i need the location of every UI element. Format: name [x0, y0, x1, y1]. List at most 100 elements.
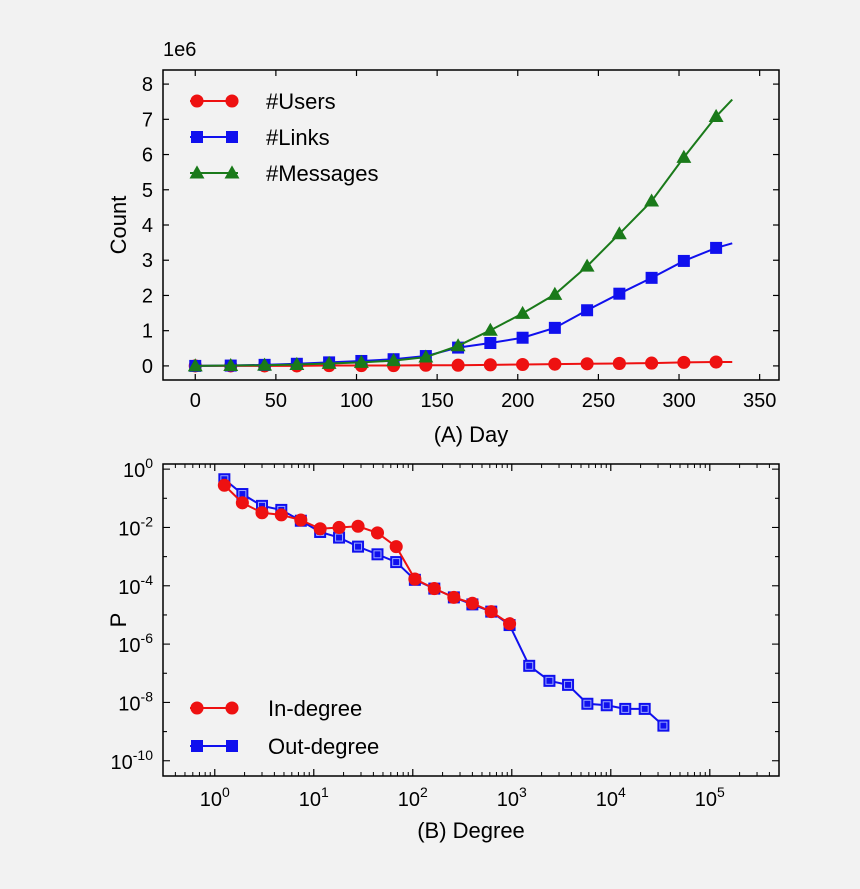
series-outdegree-point — [657, 719, 670, 732]
series-indegree-point — [313, 522, 327, 536]
series-outdegree-point — [619, 702, 632, 715]
series-messages-point — [644, 193, 660, 207]
series-links-point-body — [548, 321, 561, 334]
series-messages-point — [321, 355, 337, 369]
series-users-point — [483, 358, 497, 372]
series-messages-point — [515, 305, 531, 319]
series-outdegree-point-inner — [640, 704, 649, 713]
legend-indegree-marker-right — [225, 701, 239, 715]
chart-a-xtick-label: 300 — [662, 390, 695, 412]
series-indegree-point — [351, 519, 365, 533]
series-outdegree-point-inner — [525, 661, 534, 670]
series-messages-line — [195, 98, 733, 367]
chart-a-ytick-label: 8 — [142, 74, 153, 96]
series-outdegree-point-inner — [564, 680, 573, 689]
legend-indegree-marker-left — [190, 701, 204, 715]
series-links-point — [516, 331, 529, 344]
series-outdegree-point — [523, 659, 536, 672]
series-users-point — [516, 357, 530, 372]
series-outdegree-point — [390, 556, 403, 569]
series-indegree-point — [389, 540, 403, 554]
chart-b-xtick-label: 102 — [398, 784, 428, 811]
chart-b: 100 101 102 103 104 105 10-10 10-8 10-6 10-4 10-2 1… — [106, 455, 780, 843]
legend-outdegree-marker-right — [226, 740, 238, 752]
series-links-point-body — [677, 254, 690, 267]
series-outdegree-point — [638, 702, 651, 715]
chart-b-ytick-label: 10-10 — [111, 747, 154, 774]
series-messages-point — [353, 354, 369, 368]
series-messages-point — [187, 358, 203, 372]
chart-b-ytick-label: 100 — [123, 455, 153, 482]
chart-b-xlabel: (B) Degree — [417, 818, 525, 843]
series-messages-point — [450, 338, 466, 352]
chart-b-legend: In-degree Out-degree — [190, 696, 379, 759]
series-messages-point — [223, 357, 239, 372]
chart-a-ytick-label: 3 — [142, 250, 153, 272]
series-links-point-body — [581, 304, 594, 317]
series-indegree-point — [408, 572, 422, 586]
chart-a-ytick-label: 2 — [142, 285, 153, 307]
chart-b-ylabel: P — [106, 613, 131, 628]
series-outdegree-point-inner — [659, 721, 668, 730]
series-indegree-point — [274, 508, 288, 522]
chart-b-xtick-label: 100 — [200, 784, 230, 811]
legend-users-marker-right — [225, 94, 239, 108]
series-users-point — [612, 356, 626, 370]
series-outdegree-point — [371, 548, 384, 561]
chart-a-xtick-label: 100 — [340, 390, 373, 412]
series-messages-point — [708, 108, 724, 122]
series-outdegree-point-body — [543, 674, 556, 687]
series-outdegree-point-inner — [545, 676, 554, 685]
series-links-point — [677, 254, 690, 267]
chart-a-ytick-label: 7 — [142, 109, 153, 131]
chart-a-ytick-label: 0 — [142, 356, 153, 378]
legend-messages-marker-left — [189, 165, 205, 179]
chart-a-ylabel: Count — [106, 196, 131, 255]
series-links-point — [581, 304, 594, 317]
series-outdegree-point-inner — [621, 704, 630, 713]
chart-b-ytick-label: 10-8 — [118, 688, 153, 715]
series-outdegree-point-body — [600, 699, 613, 712]
series-outdegree-point-body — [638, 702, 651, 715]
series-outdegree-point-inner — [335, 533, 344, 542]
series-links-point-body — [710, 241, 723, 254]
series-outdegree-point-inner — [602, 701, 611, 710]
chart-b-xtick-label: 104 — [596, 784, 626, 811]
chart-b-series — [217, 473, 670, 732]
series-messages-point — [257, 357, 273, 371]
legend-links-marker-right — [226, 131, 238, 143]
series-users-point — [451, 358, 465, 372]
series-indegree-point — [503, 617, 517, 631]
chart-a-ytick-label: 6 — [142, 145, 153, 167]
chart-b-xtick-label: 105 — [695, 784, 725, 811]
series-messages-point — [579, 258, 595, 272]
series-outdegree-point — [581, 697, 594, 710]
series-indegree-point — [447, 590, 461, 604]
series-outdegree-point — [352, 540, 365, 553]
series-indegree-point — [484, 605, 498, 619]
series-messages-point — [386, 353, 402, 367]
legend-outdegree-marker-left-body — [191, 740, 203, 752]
legend-links-label: #Links — [266, 125, 330, 150]
chart-a-ytick-label: 4 — [142, 215, 153, 237]
series-indegree-point — [217, 478, 231, 492]
series-links-point — [484, 337, 497, 350]
chart-a-xtick-label: 0 — [190, 390, 201, 412]
series-links-point-body — [613, 287, 626, 300]
chart-a-xtick-label: 250 — [582, 390, 615, 412]
series-indegree-point — [294, 513, 308, 527]
series-outdegree-point — [562, 678, 575, 691]
legend-users-marker-left — [190, 94, 204, 108]
chart-a-xtick-label: 150 — [420, 390, 453, 412]
series-users-point — [709, 355, 723, 369]
legend-outdegree-marker-right-body — [226, 740, 238, 752]
series-links-point — [548, 321, 561, 334]
series-outdegree-point — [600, 699, 613, 712]
legend-links-marker-left-body — [191, 131, 203, 143]
chart-b-ytick-label: 10-4 — [118, 572, 153, 599]
series-messages-point — [611, 226, 627, 240]
chart-b-xtick-label: 101 — [299, 784, 329, 811]
series-users-point — [645, 356, 659, 370]
